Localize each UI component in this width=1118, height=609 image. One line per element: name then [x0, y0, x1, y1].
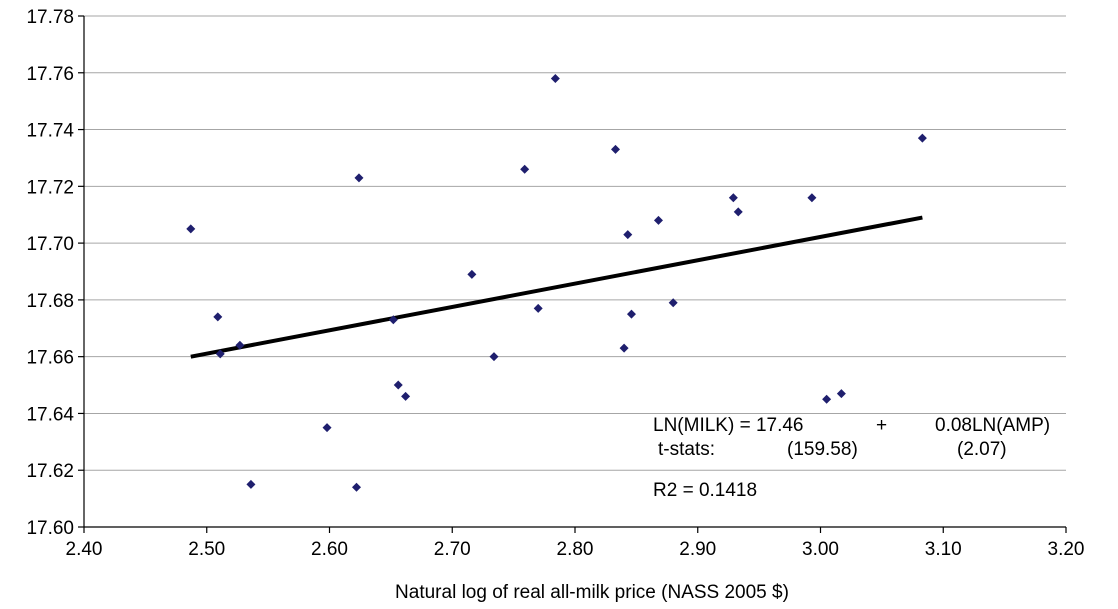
x-tick-label: 3.20: [1048, 539, 1085, 560]
data-point: [489, 352, 499, 362]
x-tick-label: 2.60: [311, 539, 348, 560]
y-tick-label: 17.64: [26, 404, 74, 425]
data-point: [807, 193, 817, 203]
data-point: [611, 144, 621, 154]
x-tick-label: 2.50: [188, 539, 225, 560]
data-point: [836, 389, 846, 399]
data-point: [322, 423, 332, 433]
equation-lhs: LN(MILK) = 17.46: [653, 415, 804, 436]
data-point: [653, 215, 663, 225]
data-point: [733, 207, 743, 217]
data-point: [393, 380, 403, 390]
data-point: [623, 230, 633, 240]
data-point: [626, 309, 636, 319]
data-point: [401, 391, 411, 401]
y-tick-label: 17.72: [26, 177, 74, 198]
x-tick-label: 2.70: [434, 539, 471, 560]
axes: [83, 16, 1066, 528]
x-tick-label: 2.80: [557, 539, 594, 560]
y-tick-label: 17.62: [26, 461, 74, 482]
data-point: [186, 224, 196, 234]
gridlines: [84, 15, 1066, 471]
data-point: [619, 343, 629, 353]
x-tick-label: 2.40: [66, 539, 103, 560]
y-tick-label: 17.60: [26, 518, 74, 539]
y-tick-label: 17.76: [26, 64, 74, 85]
y-tick-label: 17.78: [26, 7, 74, 28]
x-tick-label: 2.90: [679, 539, 716, 560]
y-tick-label: 17.74: [26, 121, 74, 142]
regression-annotation: LN(MILK) = 17.46 + 0.08LN(AMP) t-stats: …: [653, 415, 1050, 501]
data-point: [550, 73, 560, 83]
y-tick-label: 17.70: [26, 234, 74, 255]
x-tick-label: 3.00: [802, 539, 839, 560]
data-point: [213, 312, 223, 322]
equation-rhs: 0.08LN(AMP): [935, 415, 1050, 436]
data-point: [235, 340, 245, 350]
x-tick-label: 3.10: [925, 539, 962, 560]
tstat-slope: (2.07): [957, 439, 1007, 460]
equation-plus: +: [876, 415, 887, 436]
tick-labels: 17.60 17.62 17.64 17.66 17.68 17.70 17.72 17.74…: [26, 7, 1084, 560]
data-point: [917, 133, 927, 143]
data-point: [246, 479, 256, 489]
data-point: [728, 193, 738, 203]
data-point: [520, 164, 530, 174]
data-point: [467, 269, 477, 279]
trendline: [190, 215, 923, 359]
r-squared: R2 = 0.1418: [653, 480, 757, 501]
data-point: [668, 298, 678, 308]
data-point: [388, 315, 398, 325]
x-axis-title: Natural log of real all-milk price (NASS…: [395, 582, 789, 603]
data-point: [354, 173, 364, 183]
data-point: [352, 482, 362, 492]
data-point: [822, 394, 832, 404]
trendline-group: [190, 215, 923, 359]
data-point: [533, 303, 543, 313]
data-point: [215, 349, 225, 359]
y-tick-label: 17.66: [26, 348, 74, 369]
tstats-label: t-stats:: [658, 439, 715, 460]
tstat-intercept: (159.58): [787, 439, 858, 460]
data-points: [186, 73, 927, 492]
y-tick-label: 17.68: [26, 291, 74, 312]
